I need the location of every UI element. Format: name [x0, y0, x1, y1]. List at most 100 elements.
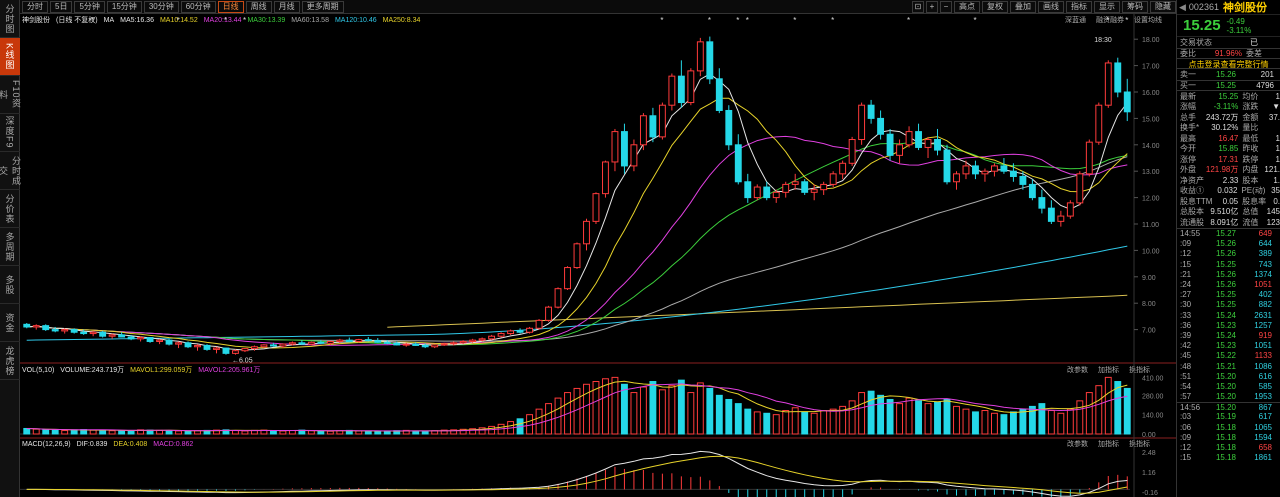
candle-body: [677, 75, 685, 104]
period-tab-3[interactable]: 15分钟: [106, 0, 142, 13]
period-tab-1[interactable]: 5日: [50, 0, 73, 13]
volume-bar: [1047, 410, 1055, 435]
tool-button-2[interactable]: 叠加: [1010, 1, 1036, 13]
tick-volume: 658: [1258, 443, 1272, 453]
volume-bar: [61, 430, 69, 435]
tick-time: :45: [1180, 351, 1192, 361]
period-tab-8[interactable]: 月线: [273, 0, 300, 13]
candle-body: [934, 139, 941, 151]
tool-button-3[interactable]: 画线: [1038, 1, 1064, 13]
period-tab-5[interactable]: 60分钟: [180, 0, 216, 13]
zoom-fit-icon[interactable]: ⊡: [912, 1, 924, 13]
candle-body: [744, 181, 752, 199]
candle-body: [1076, 173, 1084, 204]
period-tab-0[interactable]: 分时: [22, 0, 48, 13]
nav-item-0[interactable]: 分时图: [0, 0, 20, 38]
tick-volume: 1861: [1254, 453, 1272, 463]
nav-item-3[interactable]: 深度F9: [0, 114, 20, 152]
tick-row: 14:56 15.20 867: [1177, 401, 1280, 412]
candle-body: [374, 340, 382, 343]
chart-link-2[interactable]: 换指标: [1129, 441, 1150, 448]
tick-row: :33 15.24 2631: [1177, 310, 1280, 320]
volume-bar: [905, 397, 913, 435]
period-tab-9[interactable]: 更多周期: [301, 0, 344, 13]
tick-row: :12 15.18 658: [1177, 442, 1280, 452]
stat-value: 9.510亿: [1210, 207, 1239, 217]
chart-link-2[interactable]: 设置均线: [1134, 17, 1162, 24]
chart-link-0[interactable]: 改参数: [1067, 441, 1088, 448]
wb-label: 委比: [1180, 48, 1196, 58]
tick-time: :33: [1180, 310, 1192, 320]
bid1-label: 买一: [1180, 80, 1196, 90]
prev-stock-icon[interactable]: ◀: [1179, 1, 1186, 12]
wc-label: 委差: [1246, 48, 1262, 58]
candle-body: [108, 334, 116, 337]
tool-button-5[interactable]: 显示: [1094, 1, 1120, 13]
candle-body: [696, 41, 704, 72]
ask1-vol: 201: [1260, 69, 1274, 79]
nav-item-8[interactable]: 资金: [0, 304, 20, 342]
zoom-in-icon[interactable]: +: [926, 1, 938, 13]
quote-panel: ◀ 002361 神剑股份 15.25 -0.49 -3.11% 交易状态 已 …: [1176, 0, 1280, 497]
tick-time: :03: [1180, 412, 1192, 422]
candle-body: [820, 183, 828, 191]
period-toolbar: 分时 5日 5分钟 15分钟 30分钟 60分钟 日线 周线 月线 更多周期 ⊡ + − 高点 复权 叠加画…: [20, 0, 1180, 14]
stat-label: 总手: [1180, 112, 1196, 122]
chart-link-1[interactable]: 融资融券: [1096, 17, 1124, 24]
stock-code: 002361: [1188, 2, 1219, 12]
nav-item-5[interactable]: 分价表: [0, 190, 20, 228]
candle-body: [307, 341, 315, 345]
volume-bar: [886, 398, 894, 435]
period-tab-7[interactable]: 周线: [245, 0, 272, 13]
stat-value-2: ▼: [1272, 102, 1280, 112]
chart-link-1[interactable]: 加指标: [1098, 441, 1119, 448]
tick-time: :21: [1180, 269, 1192, 279]
tick-list[interactable]: 14:55 15.27 649:09 15.26 644:12 15.26 389:15 15…: [1177, 227, 1280, 463]
candle-body: [1057, 215, 1065, 222]
stat-label: 收益①: [1180, 186, 1204, 196]
stat-row: 总手 243.72万 金额 37.: [1177, 112, 1280, 123]
nav-item-9[interactable]: 龙虎榜: [0, 342, 20, 380]
stat-label: 最新: [1180, 91, 1196, 101]
volume-bar: [1114, 381, 1122, 435]
candle-body: [488, 335, 496, 340]
tick-time: :54: [1180, 381, 1192, 391]
volume-bar: [734, 403, 742, 435]
tick-time: :39: [1180, 330, 1192, 340]
stat-label-2: 跌停: [1242, 154, 1259, 164]
left-nav: 分时图 K线图 F10资料 深度F9 分时成交 分价表 多周期 多股 资金 龙虎榜: [0, 0, 21, 497]
tick-volume: 1051: [1254, 280, 1272, 290]
chart-link-1[interactable]: 加指标: [1098, 367, 1119, 374]
volume-bar: [620, 383, 628, 435]
candle-body: [70, 329, 78, 333]
period-tab-4[interactable]: 30分钟: [143, 0, 179, 13]
zoom-out-icon[interactable]: −: [940, 1, 952, 13]
chart-link-0[interactable]: 深蓝通: [1065, 17, 1086, 24]
stat-value-2: 123: [1266, 217, 1280, 227]
tool-button-0[interactable]: 高点: [954, 1, 980, 13]
candle-body: [345, 339, 353, 342]
price-tick-label: 9.00: [1142, 275, 1156, 282]
period-tab-6[interactable]: 日线: [217, 0, 244, 13]
event-star-icon: *: [91, 16, 94, 25]
chart-link-2[interactable]: 换指标: [1129, 367, 1150, 374]
candle-body: [583, 220, 590, 245]
nav-item-6[interactable]: 多周期: [0, 228, 20, 266]
tool-button-6[interactable]: 筹码: [1122, 1, 1148, 13]
tool-button-1[interactable]: 复权: [982, 1, 1008, 13]
volume-bar: [782, 410, 790, 435]
period-tab-2[interactable]: 5分钟: [74, 0, 105, 13]
chart-link-0[interactable]: 改参数: [1067, 367, 1088, 374]
nav-item-7[interactable]: 多股: [0, 266, 20, 304]
volume-bar: [877, 394, 885, 435]
login-banner[interactable]: 点击登录查看完整行情: [1177, 58, 1280, 69]
stat-row: 总股本 9.510亿 总值 145: [1177, 207, 1280, 218]
candle-body: [1104, 62, 1112, 106]
tool-button-7[interactable]: 隐藏: [1150, 1, 1176, 13]
tool-button-4[interactable]: 指标: [1066, 1, 1092, 13]
nav-item-1[interactable]: K线图: [0, 38, 20, 76]
nav-item-2[interactable]: F10资料: [0, 76, 21, 114]
nav-item-4[interactable]: 分时成交: [0, 152, 21, 190]
candle-body: [639, 115, 647, 146]
kline-chart[interactable]: 18.00 17.00 16.00 15.00 14.00 13.00 12.00 11.00…: [20, 14, 1176, 497]
